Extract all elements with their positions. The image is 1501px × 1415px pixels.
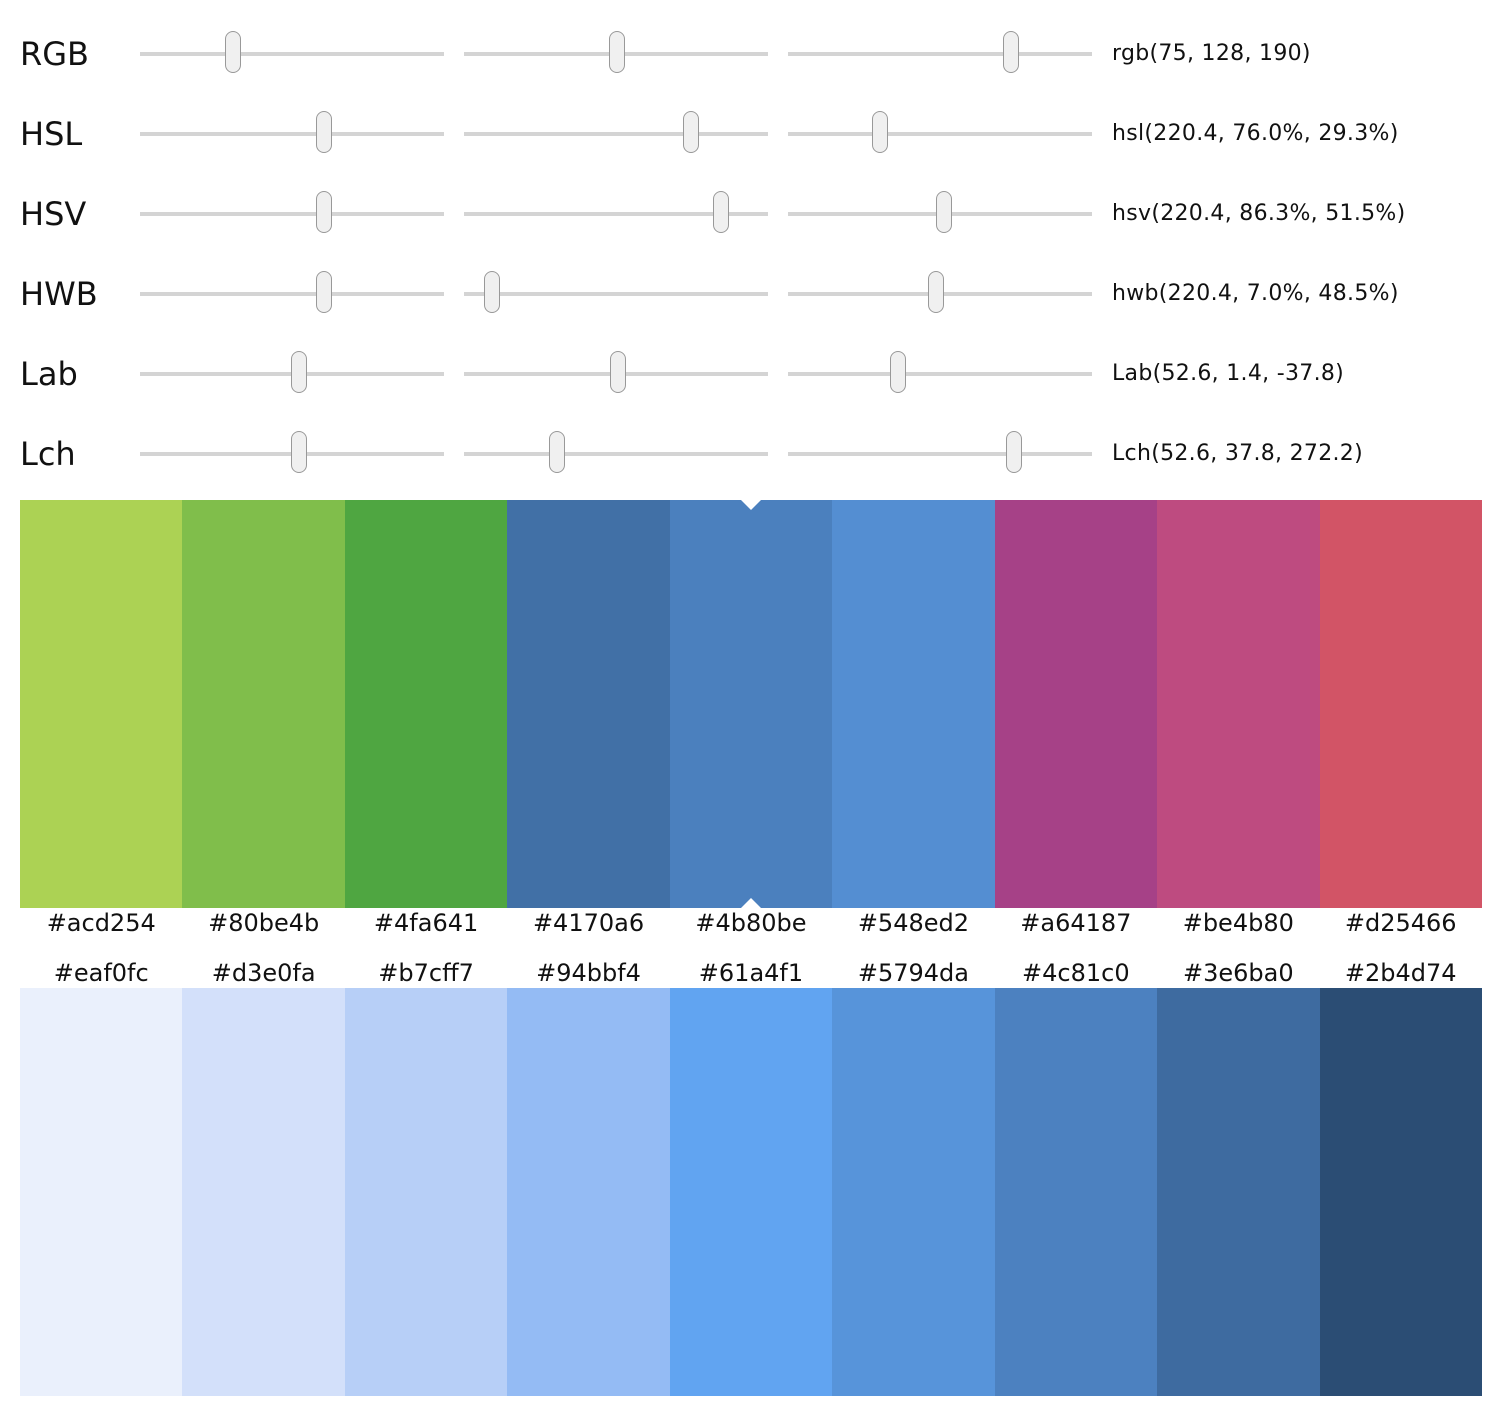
color-swatch[interactable] bbox=[344, 988, 508, 1396]
slider-row-rgb: RGB rgb(75, 128, 190) bbox=[0, 22, 1501, 102]
slider-row-lch: Lch Lch(52.6, 37.8, 272.2) bbox=[0, 422, 1501, 502]
color-swatch[interactable] bbox=[832, 500, 995, 908]
slider-track-rgb-2[interactable] bbox=[464, 31, 768, 73]
color-swatch[interactable] bbox=[1319, 500, 1482, 908]
slider-track-lch-3[interactable] bbox=[788, 431, 1092, 473]
slider-thumb[interactable] bbox=[682, 111, 699, 153]
slider-thumb[interactable] bbox=[712, 191, 729, 233]
color-swatch[interactable] bbox=[832, 988, 995, 1396]
slider-track-hsl-2[interactable] bbox=[464, 111, 768, 153]
slider-thumb[interactable] bbox=[1002, 31, 1019, 73]
selected-marker-bottom-icon bbox=[741, 898, 761, 908]
slider-thumb[interactable] bbox=[291, 351, 308, 393]
slider-thumb[interactable] bbox=[224, 31, 241, 73]
slider-thumb[interactable] bbox=[316, 191, 333, 233]
slider-track-rgb-1[interactable] bbox=[140, 31, 444, 73]
swatch-hex-label: #eaf0fc bbox=[53, 959, 149, 987]
swatch-hex-label: #2b4d74 bbox=[1344, 959, 1457, 987]
color-swatch[interactable] bbox=[994, 500, 1158, 908]
slider-track-hwb-2[interactable] bbox=[464, 271, 768, 313]
swatch-hex-label: #80be4b bbox=[208, 909, 320, 937]
swatch-hex-label: #a64187 bbox=[1020, 909, 1132, 937]
color-swatch[interactable] bbox=[507, 988, 670, 1396]
color-value-text: hsv(220.4, 86.3%, 51.5%) bbox=[1112, 201, 1406, 226]
selected-marker-top-icon bbox=[741, 500, 761, 510]
swatch-hex-label: #94bbf4 bbox=[536, 959, 641, 987]
color-value-text: hsl(220.4, 76.0%, 29.3%) bbox=[1112, 121, 1399, 146]
swatch-hex-label: #d3e0fa bbox=[211, 959, 316, 987]
swatch-hex-label: #d25466 bbox=[1344, 909, 1457, 937]
harmony-palette-labels: #acd254 #80be4b #4fa641 #4170a6 #4b80be #548e… bbox=[20, 908, 1482, 938]
slider-track-lab-2[interactable] bbox=[464, 351, 768, 393]
color-swatch[interactable] bbox=[507, 500, 670, 908]
slider-track-hsv-1[interactable] bbox=[140, 191, 444, 233]
color-model-label: HSL bbox=[20, 115, 83, 153]
harmony-palette bbox=[20, 500, 1482, 908]
slider-thumb[interactable] bbox=[889, 351, 906, 393]
swatch-hex-label: #b7cff7 bbox=[378, 959, 474, 987]
color-swatch[interactable] bbox=[344, 500, 508, 908]
slider-track-hsl-1[interactable] bbox=[140, 111, 444, 153]
slider-thumb[interactable] bbox=[1005, 431, 1022, 473]
color-model-label: HSV bbox=[20, 195, 87, 233]
color-swatch[interactable] bbox=[669, 988, 833, 1396]
color-model-label: Lab bbox=[20, 355, 78, 393]
swatch-hex-label: #4b80be bbox=[695, 909, 807, 937]
swatch-hex-label: #4fa641 bbox=[373, 909, 479, 937]
color-value-text: rgb(75, 128, 190) bbox=[1112, 41, 1311, 66]
slider-row-lab: Lab Lab(52.6, 1.4, -37.8) bbox=[0, 342, 1501, 422]
swatch-hex-label: #acd254 bbox=[46, 909, 156, 937]
shade-palette-labels: #eaf0fc #d3e0fa #b7cff7 #94bbf4 #61a4f1 #5794… bbox=[20, 958, 1482, 988]
swatch-hex-label: #548ed2 bbox=[857, 909, 969, 937]
color-swatch[interactable] bbox=[1157, 988, 1320, 1396]
swatch-hex-label: #3e6ba0 bbox=[1182, 959, 1294, 987]
slider-thumb[interactable] bbox=[316, 271, 333, 313]
color-value-text: hwb(220.4, 7.0%, 48.5%) bbox=[1112, 281, 1399, 306]
color-swatch[interactable] bbox=[669, 500, 833, 908]
color-swatch[interactable] bbox=[1319, 988, 1482, 1396]
slider-row-hwb: HWB hwb(220.4, 7.0%, 48.5%) bbox=[0, 262, 1501, 342]
color-swatch[interactable] bbox=[994, 988, 1158, 1396]
color-swatch[interactable] bbox=[20, 988, 183, 1396]
slider-track-lch-2[interactable] bbox=[464, 431, 768, 473]
swatch-hex-label: #be4b80 bbox=[1182, 909, 1294, 937]
swatch-hex-label: #61a4f1 bbox=[698, 959, 804, 987]
color-model-label: RGB bbox=[20, 35, 89, 73]
color-value-text: Lab(52.6, 1.4, -37.8) bbox=[1112, 361, 1345, 386]
slider-track-hsv-2[interactable] bbox=[464, 191, 768, 233]
slider-thumb[interactable] bbox=[608, 31, 625, 73]
slider-track-lab-3[interactable] bbox=[788, 351, 1092, 393]
slider-track-hwb-1[interactable] bbox=[140, 271, 444, 313]
slider-row-hsl: HSL hsl(220.4, 76.0%, 29.3%) bbox=[0, 102, 1501, 182]
slider-thumb[interactable] bbox=[316, 111, 333, 153]
color-swatch[interactable] bbox=[20, 500, 183, 908]
slider-row-hsv: HSV hsv(220.4, 86.3%, 51.5%) bbox=[0, 182, 1501, 262]
slider-track-rgb-3[interactable] bbox=[788, 31, 1092, 73]
slider-thumb[interactable] bbox=[549, 431, 566, 473]
color-swatch[interactable] bbox=[182, 988, 345, 1396]
slider-thumb[interactable] bbox=[927, 271, 944, 313]
slider-thumb[interactable] bbox=[484, 271, 501, 313]
color-model-label: HWB bbox=[20, 275, 98, 313]
color-value-text: Lch(52.6, 37.8, 272.2) bbox=[1112, 441, 1363, 466]
shade-palette bbox=[20, 988, 1482, 1396]
slider-track-hsl-3[interactable] bbox=[788, 111, 1092, 153]
color-model-label: Lch bbox=[20, 435, 76, 473]
slider-thumb[interactable] bbox=[610, 351, 627, 393]
slider-track-hwb-3[interactable] bbox=[788, 271, 1092, 313]
slider-thumb[interactable] bbox=[872, 111, 889, 153]
slider-thumb[interactable] bbox=[936, 191, 953, 233]
color-swatch[interactable] bbox=[182, 500, 345, 908]
slider-track-lch-1[interactable] bbox=[140, 431, 444, 473]
slider-track-lab-1[interactable] bbox=[140, 351, 444, 393]
slider-track-hsv-3[interactable] bbox=[788, 191, 1092, 233]
slider-thumb[interactable] bbox=[291, 431, 308, 473]
swatch-hex-label: #4c81c0 bbox=[1022, 959, 1130, 987]
swatch-hex-label: #5794da bbox=[857, 959, 969, 987]
color-swatch[interactable] bbox=[1157, 500, 1320, 908]
swatch-hex-label: #4170a6 bbox=[532, 909, 645, 937]
